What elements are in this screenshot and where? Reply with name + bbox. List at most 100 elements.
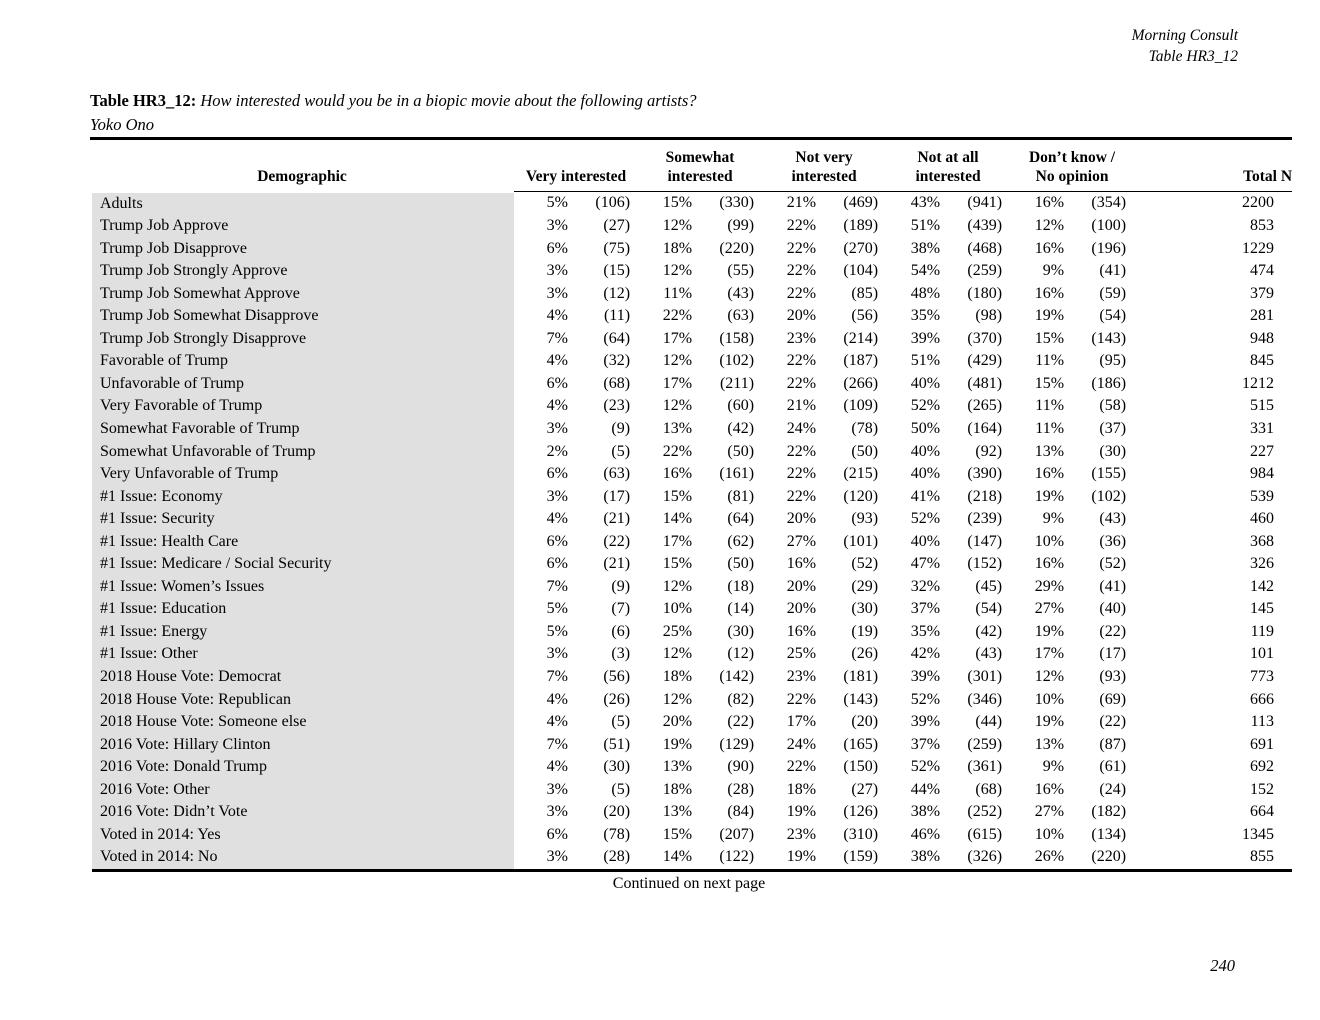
count-cell: (99)	[727, 217, 755, 235]
table-title-question: How interested would you be in a biopic …	[200, 91, 697, 110]
total-n-cell: 539	[1250, 487, 1275, 505]
count-cell: (259)	[967, 735, 1003, 753]
percent-cell: 9%	[1042, 510, 1065, 528]
count-cell: (68)	[603, 374, 631, 392]
table-row: #1 Issue: Women’s Issues 7% (9) 12% (18) 20% (…	[88, 575, 1292, 599]
count-cell: (95)	[1099, 352, 1127, 370]
percent-cell: 12%	[1034, 667, 1065, 685]
percent-cell: 19%	[1034, 307, 1065, 325]
percent-cell: 6%	[546, 239, 568, 257]
demographic-cell: Adults	[88, 190, 514, 216]
percent-cell: 13%	[1034, 735, 1065, 753]
count-cell: (615)	[967, 825, 1003, 843]
count-cell: (152)	[967, 555, 1003, 573]
total-n-cell: 460	[1250, 510, 1275, 528]
count-cell: (5)	[611, 780, 631, 798]
total-n-cell: 145	[1250, 600, 1275, 618]
percent-cell: 19%	[662, 735, 693, 753]
percent-cell: 7%	[546, 667, 568, 685]
demographic-cell: 2016 Vote: Donald Trump	[88, 756, 514, 779]
total-n-cell: 113	[1250, 713, 1275, 731]
table-row: Somewhat Unfavorable of Trump 2% (5) 22% (50…	[88, 440, 1292, 464]
percent-cell: 17%	[662, 329, 693, 347]
count-cell: (310)	[843, 825, 879, 843]
table-row: 2018 House Vote: Democrat 7% (56) 18% (142) 2…	[88, 665, 1292, 689]
demographic-cell: Favorable of Trump	[88, 350, 514, 373]
percent-cell: 17%	[786, 713, 817, 731]
demographic-cell: 2018 House Vote: Democrat	[88, 665, 514, 689]
percent-cell: 16%	[1034, 239, 1065, 257]
percent-cell: 18%	[662, 667, 693, 685]
percent-cell: 39%	[910, 713, 941, 731]
total-n-cell: 331	[1250, 419, 1275, 437]
demographic-cell: 2016 Vote: Didn’t Vote	[88, 801, 514, 824]
percent-cell: 12%	[662, 352, 693, 370]
percent-cell: 22%	[662, 442, 693, 460]
count-cell: (75)	[603, 239, 631, 257]
count-cell: (22)	[727, 713, 755, 731]
percent-cell: 6%	[546, 465, 568, 483]
percent-cell: 38%	[910, 803, 941, 821]
table-row: Voted in 2014: Yes 6% (78) 15% (207) 23% (310)…	[88, 823, 1292, 847]
percent-cell: 51%	[910, 352, 941, 370]
count-cell: (189)	[843, 217, 879, 235]
count-cell: (45)	[975, 577, 1003, 595]
count-cell: (37)	[1099, 419, 1127, 437]
count-cell: (84)	[727, 803, 755, 821]
count-cell: (54)	[1099, 307, 1127, 325]
count-cell: (346)	[967, 690, 1003, 708]
total-n-cell: 855	[1250, 848, 1275, 866]
percent-cell: 35%	[910, 622, 941, 640]
count-cell: (42)	[727, 419, 755, 437]
percent-cell: 40%	[910, 532, 941, 550]
count-cell: (28)	[727, 780, 755, 798]
table-row: #1 Issue: Energy 5% (6) 25% (30) 16% (19) 35% (4…	[88, 620, 1292, 644]
table-row: 2018 House Vote: Republican 4% (26) 12% (82)…	[88, 688, 1292, 712]
total-n-cell: 1229	[1242, 239, 1275, 257]
count-cell: (182)	[1091, 803, 1127, 821]
count-cell: (19)	[851, 622, 879, 640]
count-cell: (159)	[843, 848, 879, 866]
count-cell: (143)	[843, 690, 879, 708]
percent-cell: 43%	[910, 194, 941, 212]
count-cell: (54)	[975, 600, 1003, 618]
document-corner-header: Morning Consult Table HR3_12	[1132, 25, 1238, 67]
percent-cell: 20%	[786, 577, 817, 595]
count-cell: (239)	[967, 510, 1003, 528]
percent-cell: 22%	[786, 217, 817, 235]
count-cell: (28)	[603, 848, 631, 866]
demographic-cell: Somewhat Favorable of Trump	[88, 417, 514, 441]
percent-cell: 27%	[786, 532, 817, 550]
count-cell: (326)	[967, 848, 1003, 866]
count-cell: (101)	[843, 532, 879, 550]
percent-cell: 22%	[786, 442, 817, 460]
count-cell: (68)	[975, 780, 1003, 798]
percent-cell: 12%	[662, 217, 693, 235]
count-cell: (109)	[843, 397, 879, 415]
total-n-cell: 474	[1250, 262, 1275, 280]
count-cell: (85)	[851, 284, 879, 302]
percent-cell: 52%	[910, 397, 941, 415]
count-cell: (50)	[851, 442, 879, 460]
demographic-cell: Very Unfavorable of Trump	[88, 463, 514, 486]
count-cell: (62)	[727, 532, 755, 550]
demographic-cell: #1 Issue: Education	[88, 598, 514, 621]
percent-cell: 12%	[662, 262, 693, 280]
table-row: Trump Job Strongly Disapprove 7% (64) 17% (1…	[88, 327, 1292, 351]
percent-cell: 15%	[662, 487, 693, 505]
count-cell: (11)	[603, 307, 631, 325]
count-cell: (181)	[843, 667, 879, 685]
percent-cell: 13%	[662, 419, 693, 437]
column-header-group-1: Somewhat interested	[638, 138, 763, 192]
count-cell: (215)	[843, 465, 879, 483]
count-cell: (30)	[603, 758, 631, 776]
percent-cell: 22%	[786, 690, 817, 708]
percent-cell: 9%	[1042, 262, 1065, 280]
demographic-cell: 2016 Vote: Hillary Clinton	[88, 733, 514, 757]
percent-cell: 5%	[546, 622, 568, 640]
demographic-cell: Voted in 2014: Yes	[88, 823, 514, 847]
total-n-cell: 515	[1250, 397, 1275, 415]
percent-cell: 22%	[786, 284, 817, 302]
percent-cell: 11%	[663, 284, 693, 302]
count-cell: (61)	[1099, 758, 1127, 776]
